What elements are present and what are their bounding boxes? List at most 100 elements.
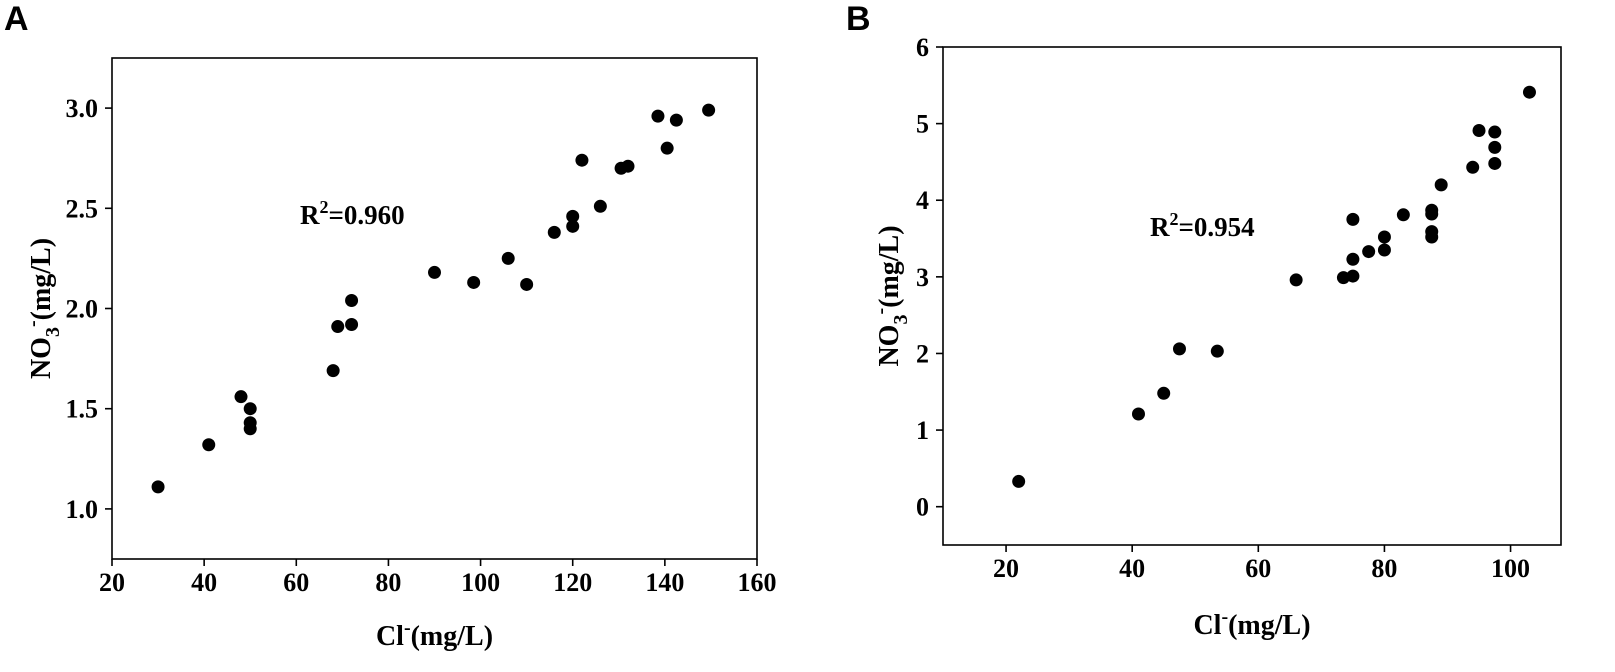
x-tick-label: 80	[375, 568, 401, 597]
y-tick-label: 2.5	[66, 194, 99, 223]
data-point	[467, 275, 481, 289]
data-point	[243, 422, 257, 436]
x-tick-label: 40	[1119, 554, 1145, 583]
data-point	[1289, 273, 1303, 287]
data-point	[1466, 160, 1480, 174]
data-point	[1131, 407, 1145, 421]
data-point	[243, 402, 257, 416]
data-point	[345, 293, 359, 307]
data-point	[501, 251, 515, 265]
y-axis-title-base: NO	[874, 325, 905, 367]
data-point	[1425, 225, 1439, 239]
y-axis-title: NO3-(mg/L)	[22, 238, 64, 379]
y-tick-label: 1.5	[66, 395, 99, 424]
data-point	[566, 219, 580, 233]
data-point	[428, 265, 441, 279]
data-point	[621, 159, 635, 173]
y-tick-label: 3	[916, 263, 929, 292]
data-point	[1157, 386, 1171, 400]
x-axis-title-sup: -	[1221, 606, 1228, 628]
data-point	[669, 113, 683, 127]
r-squared-annotation: R2=0.954	[1150, 209, 1255, 242]
y-tick-label: 4	[916, 186, 929, 215]
panel-label: B	[846, 0, 871, 38]
data-point	[326, 364, 340, 378]
data-point	[1488, 125, 1502, 139]
y-tick-label: 6	[916, 33, 929, 62]
data-point	[331, 320, 345, 334]
y-axis-title-unit: (mg/L)	[874, 225, 905, 307]
x-tick-label: 20	[993, 554, 1019, 583]
data-point	[1396, 208, 1410, 222]
data-point	[1346, 252, 1360, 266]
data-point	[234, 390, 248, 404]
data-point	[345, 318, 359, 332]
data-point	[593, 199, 607, 213]
y-axis-title-sup: -	[22, 320, 44, 327]
y-tick-label: 3.0	[66, 94, 99, 123]
data-point	[660, 141, 674, 155]
x-tick-label: 140	[645, 568, 684, 597]
x-axis-title-unit: (mg/L)	[1228, 610, 1310, 641]
y-tick-label: 2.0	[66, 295, 99, 324]
x-tick-label: 100	[1491, 554, 1530, 583]
x-tick-label: 120	[553, 568, 592, 597]
x-tick-label: 20	[99, 568, 125, 597]
data-point	[1522, 85, 1536, 99]
data-point	[1425, 203, 1439, 217]
data-point	[702, 103, 716, 117]
chart-panel-a: A 20 40 60 80 100 120 140 160 1.0 1.5 2.0 2.5 3.0 R2=0…	[4, 0, 777, 652]
chart-panel-b: B20 40 60 80 1000123456R2=0.954Cl-(mg/L)NO3-…	[846, 0, 1562, 641]
y-axis-title-unit: (mg/L)	[26, 238, 57, 320]
data-point	[1172, 342, 1186, 356]
annotation-value: =0.960	[329, 200, 405, 230]
data-point	[520, 277, 534, 291]
data-point	[547, 225, 561, 239]
y-tick-label: 0	[916, 493, 929, 522]
x-axis-title: Cl-(mg/L)	[376, 617, 493, 652]
x-tick-label: 160	[738, 568, 777, 597]
x-axis-title-unit: (mg/L)	[411, 621, 493, 652]
y-axis-title: NO3-(mg/L)	[870, 225, 912, 366]
data-point	[566, 209, 580, 223]
data-point	[1377, 230, 1391, 244]
annotation-prefix: R	[1150, 212, 1170, 242]
plot-frame	[942, 46, 1562, 546]
annotation-sup: 2	[1170, 209, 1179, 229]
data-point	[1488, 140, 1502, 154]
y-axis-title-sub: 3	[890, 315, 912, 325]
y-axis-title-sub: 3	[42, 327, 64, 337]
x-tick-label: 60	[283, 568, 309, 597]
annotation-value: =0.954	[1179, 212, 1255, 242]
data-point	[1210, 344, 1224, 358]
data-point	[1346, 269, 1360, 283]
data-point	[575, 153, 589, 167]
y-tick-label: 1.0	[66, 495, 99, 524]
y-tick-label: 1	[916, 416, 929, 445]
annotation-prefix: R	[300, 200, 320, 230]
r-squared-annotation: R2=0.960	[300, 197, 405, 230]
data-point	[1346, 212, 1360, 226]
x-axis-title: Cl-(mg/L)	[1193, 606, 1310, 641]
plot-frame	[111, 57, 758, 560]
y-tick-label: 5	[916, 110, 929, 139]
x-tick-label: 100	[461, 568, 500, 597]
panel-label: A	[4, 0, 29, 38]
y-axis-title-base: NO	[26, 337, 57, 379]
x-tick-label: 60	[1245, 554, 1271, 583]
data-point	[151, 480, 165, 494]
data-point	[1472, 124, 1486, 138]
data-points	[151, 103, 716, 494]
data-point	[1012, 474, 1026, 488]
data-point	[1488, 156, 1502, 170]
x-axis-title-sup: -	[404, 617, 411, 639]
data-point	[651, 109, 665, 123]
x-tick-label: 40	[191, 568, 217, 597]
x-tick-label: 80	[1371, 554, 1397, 583]
data-point	[202, 438, 216, 452]
annotation-sup: 2	[320, 197, 329, 217]
data-point	[1377, 243, 1391, 257]
data-point	[1362, 245, 1376, 259]
y-axis-title-sup: -	[870, 308, 892, 315]
